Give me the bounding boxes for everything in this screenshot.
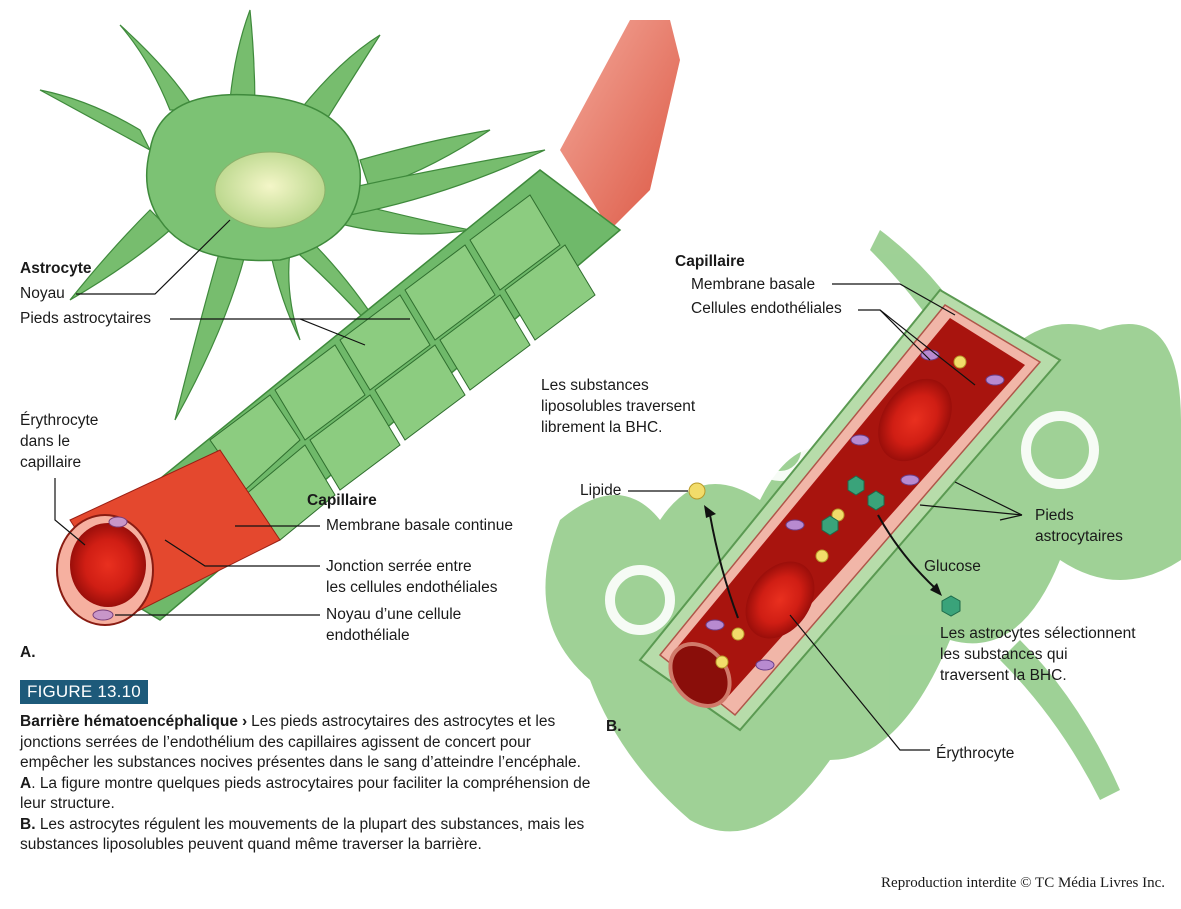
astrocyte-nucleus [214, 151, 326, 229]
glucose-molecule [941, 595, 961, 617]
network-gap [749, 419, 811, 481]
lipid-molecule [688, 482, 706, 500]
astrocyte-foot [404, 244, 496, 341]
network-gap [605, 565, 675, 635]
astrocyte-foot [309, 394, 401, 491]
leader-erythrocyte-b [789, 614, 930, 751]
label-erythrocyte-line1: Érythrocyte [20, 412, 99, 429]
label-substances-line1: Les substances [541, 377, 649, 394]
label-noyau: Noyau [20, 285, 65, 302]
label-membrane-basale-continue: Membrane basale continue [326, 517, 513, 534]
panel-b-letter: B. [606, 718, 622, 735]
label-substances-line2: liposolubles traversent [541, 398, 696, 415]
lipid-arrowhead [704, 505, 716, 518]
figure-number-badge: FIGURE 13.10 [20, 680, 148, 704]
endothelial-nucleus-b [985, 374, 1005, 386]
caption-text-2: . La figure montre quelques pieds astroc… [20, 774, 591, 813]
leader-erythrocyte [54, 478, 86, 546]
label-jonction-line2: les cellules endothéliales [326, 579, 498, 596]
network-gap [1021, 411, 1099, 489]
capillary-upper-segment [560, 20, 680, 230]
label-substances-line3: librement la BHC. [541, 419, 663, 436]
astrocyte-process [269, 249, 301, 341]
caption-text-3: Les astrocytes régulent les mouvements d… [20, 815, 585, 854]
caption-title: Barrière hématoencéphalique [20, 713, 238, 730]
label-erythrocyte-b: Érythrocyte [936, 745, 1015, 762]
panel-a-letter: A. [20, 644, 36, 661]
label-astrocytes-line3: traversent la BHC. [940, 667, 1067, 684]
leader-pieds-b-3 [999, 514, 1023, 521]
label-jonction-line1: Jonction serrée entre [326, 558, 472, 575]
copyright-credit: Reproduction interdite © TC Média Livres… [881, 875, 1165, 891]
astrocyte-foot [439, 294, 531, 391]
leader-membrane-b [832, 283, 956, 316]
label-glucose: Glucose [924, 558, 981, 575]
astrocyte-foot [504, 244, 596, 341]
label-noyau-cellule-line1: Noyau d’une cellule [326, 606, 462, 623]
label-astrocyte: Astrocyte [20, 260, 92, 277]
astrocyte-process [339, 149, 546, 216]
label-noyau-cellule-line2: endothéliale [326, 627, 410, 644]
network-gap [1065, 605, 1135, 675]
endothelial-nucleus-b [850, 434, 870, 446]
endothelial-nucleus-b [705, 619, 725, 631]
astrocyte-process [119, 24, 197, 111]
endothelial-nucleus-b [785, 519, 805, 531]
endothelial-nucleus [108, 516, 128, 528]
endothelial-nucleus-b [900, 474, 920, 486]
label-astrocytes-line2: les substances qui [940, 646, 1068, 663]
glucose-molecule [867, 490, 885, 511]
label-erythrocyte-line2: dans le [20, 433, 70, 450]
leader-pieds-b-1 [954, 481, 1023, 516]
erythrocyte-b [878, 378, 952, 462]
glucose-arrowhead [930, 583, 942, 596]
astrocyte-foot [469, 194, 561, 291]
astrocyte-network [870, 230, 950, 320]
astrocyte-foot [274, 344, 366, 441]
astrocyte-process [69, 209, 171, 301]
glucose-molecule [847, 475, 865, 496]
endothelial-nucleus [92, 609, 114, 621]
caption-arrow: › [241, 713, 248, 730]
label-capillaire-b: Capillaire [675, 253, 745, 270]
panel-a-art [39, 9, 680, 626]
caption-text-1: Les pieds astrocytaires des astrocytes e… [20, 713, 581, 771]
astrocyte-process [39, 89, 152, 152]
leader-cellules-2 [879, 309, 976, 386]
endothelial-nucleus-b [755, 659, 775, 671]
leader-noyau [76, 219, 231, 295]
caption-a-letter: A [20, 774, 32, 792]
leader-lines [54, 219, 1023, 751]
label-pieds-b-line1: Pieds [1035, 507, 1074, 524]
label-cellules-endotheliales: Cellules endothéliales [691, 300, 842, 317]
glucose-arrow [877, 514, 936, 589]
label-pieds-b-line2: astrocytaires [1035, 528, 1123, 545]
panel-b-art [545, 230, 1181, 832]
caption-b-letter: B. [20, 815, 36, 833]
astrocyte-network [1000, 640, 1120, 800]
label-erythrocyte-line3: capillaire [20, 454, 82, 471]
erythrocyte-b [745, 561, 815, 639]
leader-pieds-b-2 [919, 504, 1023, 516]
label-capillaire-a: Capillaire [307, 492, 377, 509]
lipid-molecule [815, 549, 829, 563]
astrocyte-process [174, 249, 246, 421]
astrocyte-process [229, 9, 256, 111]
leader-jonction [164, 539, 320, 567]
lipid-molecule [731, 627, 745, 641]
lipid-molecule [715, 655, 729, 669]
erythrocyte-a [70, 523, 146, 607]
label-membrane-basale: Membrane basale [691, 276, 816, 293]
figure-caption: Barrière hématoencéphalique › Les pieds as… [20, 712, 600, 856]
glucose-molecule [821, 515, 839, 536]
astrocyte-process [299, 34, 381, 131]
label-lipide: Lipide [580, 482, 622, 499]
lipid-molecule [953, 355, 967, 369]
lipid-arrow [709, 514, 739, 619]
label-astrocytes-line1: Les astrocytes sélectionnent [940, 625, 1136, 642]
label-pieds-astrocytaires: Pieds astrocytaires [20, 310, 151, 327]
astrocyte-foot [374, 344, 466, 441]
